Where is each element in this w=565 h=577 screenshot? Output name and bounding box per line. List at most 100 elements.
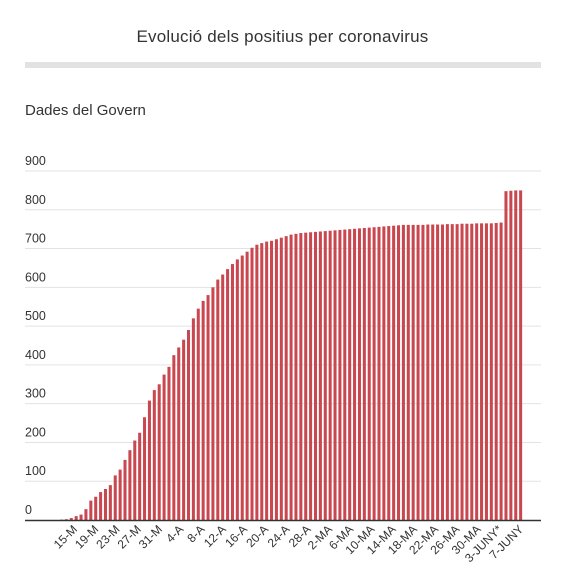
bar <box>367 227 371 520</box>
bar <box>357 228 361 520</box>
bar <box>133 440 137 520</box>
bar <box>103 488 107 520</box>
bar <box>436 224 440 520</box>
bar <box>411 224 415 520</box>
bar <box>348 229 352 521</box>
bar <box>294 233 298 520</box>
bar <box>323 231 327 521</box>
y-tick-label: 700 <box>25 232 46 246</box>
bar <box>445 224 449 520</box>
bar <box>186 329 191 520</box>
bar <box>260 243 264 520</box>
bar <box>504 191 508 520</box>
bar <box>216 279 220 520</box>
chart-subtitle: Dades del Govern <box>25 102 146 119</box>
bar <box>206 295 210 520</box>
bar <box>460 223 464 521</box>
bar <box>143 417 147 520</box>
bar <box>421 224 425 520</box>
bar <box>230 264 234 520</box>
gridlines <box>25 170 541 482</box>
bar <box>270 240 274 521</box>
x-axis-ticks: 15-M19-M23-M27-M31-M4-A8-A12-A16-A20-A24… <box>51 522 526 565</box>
bar <box>509 190 513 520</box>
y-tick-label: 100 <box>25 464 46 478</box>
x-tick-label: 24-A <box>265 522 293 550</box>
bar <box>397 225 401 521</box>
bar <box>387 226 391 520</box>
title-divider <box>25 62 541 68</box>
bar <box>514 190 518 520</box>
bar <box>123 459 127 520</box>
x-tick-label: 31-M <box>136 522 165 551</box>
bar <box>196 308 200 520</box>
bar <box>226 269 230 520</box>
bar <box>182 339 186 520</box>
bar <box>406 224 410 520</box>
bar <box>318 231 322 521</box>
bar <box>304 232 308 520</box>
bar <box>113 475 117 520</box>
bar <box>338 229 342 520</box>
bar <box>416 224 420 520</box>
y-tick-label: 0 <box>25 503 32 517</box>
y-tick-label: 200 <box>25 425 46 439</box>
bar <box>89 500 93 520</box>
bar <box>401 224 405 520</box>
bar <box>309 232 313 520</box>
bar <box>494 222 498 520</box>
bar <box>480 223 484 520</box>
bar <box>450 224 454 520</box>
bar <box>191 318 195 520</box>
x-tick-label: 4-A <box>163 522 186 545</box>
bar <box>299 233 303 521</box>
bar <box>64 519 68 520</box>
bar <box>484 223 488 520</box>
bars <box>60 190 523 521</box>
bar <box>440 224 444 520</box>
bar <box>138 432 142 520</box>
bar <box>328 230 332 520</box>
bar <box>265 241 269 520</box>
bar <box>377 226 381 520</box>
bar <box>108 485 112 520</box>
bar <box>162 374 166 520</box>
bar <box>177 347 181 520</box>
y-tick-label: 800 <box>25 193 46 207</box>
bar <box>333 230 337 520</box>
bar <box>235 259 239 520</box>
bar <box>289 234 293 520</box>
bar <box>382 226 386 520</box>
bar <box>255 244 259 520</box>
x-tick-label: 16-A <box>222 522 250 550</box>
bar <box>519 190 523 520</box>
y-tick-label: 300 <box>25 387 46 401</box>
x-tick-label: 12-A <box>201 522 229 550</box>
bar <box>489 223 493 520</box>
bar <box>211 287 215 520</box>
bar <box>279 237 283 520</box>
bar <box>118 469 122 520</box>
bar <box>69 518 73 520</box>
bar <box>353 228 357 520</box>
bar <box>470 223 474 521</box>
y-tick-label: 500 <box>25 309 46 323</box>
bar <box>128 450 132 520</box>
x-tick-label: 20-A <box>243 522 271 550</box>
bar <box>431 224 435 520</box>
bar <box>240 255 244 521</box>
bar <box>372 227 376 521</box>
bar <box>426 224 430 520</box>
bar <box>274 239 278 520</box>
y-tick-label: 400 <box>25 348 46 362</box>
bar <box>475 223 479 520</box>
bar <box>343 229 347 521</box>
bar <box>94 496 98 520</box>
bar <box>455 224 459 520</box>
bar <box>167 366 171 520</box>
bar <box>201 300 205 520</box>
bar <box>74 516 78 520</box>
bar <box>392 225 396 520</box>
bar <box>245 251 249 520</box>
